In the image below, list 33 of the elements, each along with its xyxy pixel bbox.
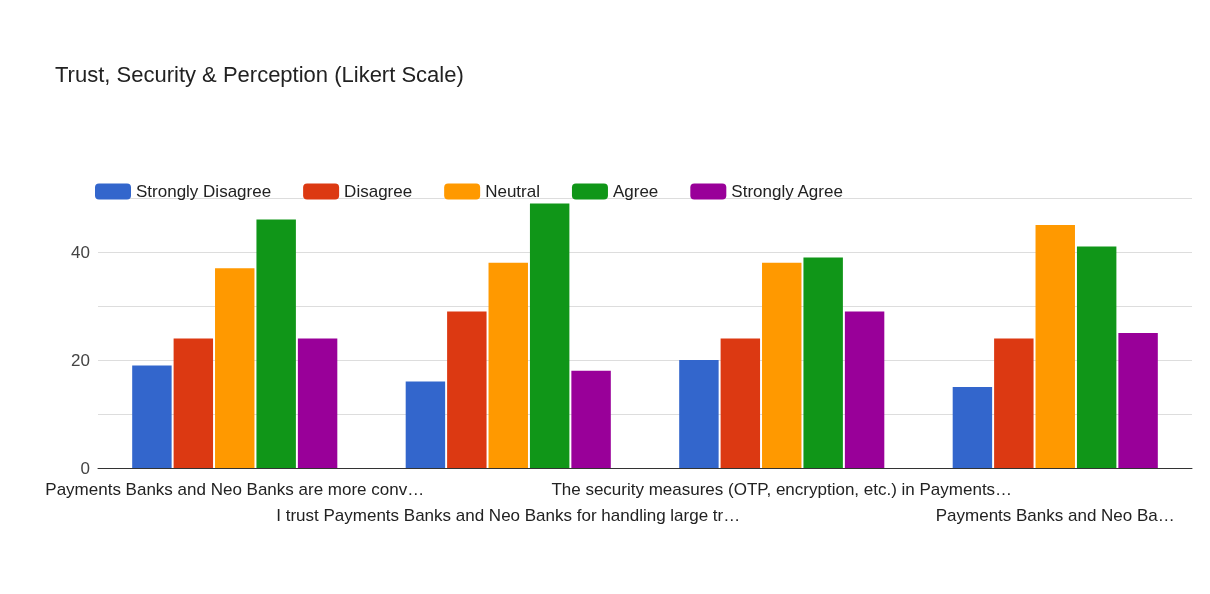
bar	[844, 311, 885, 468]
bar	[1118, 333, 1158, 468]
bar	[679, 360, 719, 468]
bar	[803, 257, 843, 468]
bar	[447, 311, 487, 468]
x-tick-label: Payments Banks and Neo Banks are more conv…	[45, 479, 425, 499]
legend-label: Disagree	[344, 182, 413, 201]
x-tick-label: I trust Payments Banks and Neo Banks for handling large tr…	[276, 505, 741, 525]
bar	[256, 219, 296, 468]
bar	[571, 370, 611, 468]
bar	[132, 365, 172, 468]
y-tick-label: 40	[71, 242, 90, 262]
legend-label: Strongly Disagree	[136, 182, 272, 201]
legend-label: Neutral	[485, 182, 540, 201]
bar	[720, 338, 761, 468]
bar	[173, 338, 214, 468]
chart-title: Trust, Security & Perception (Likert Scale)	[55, 61, 464, 87]
legend-label: Strongly Agree	[731, 182, 843, 201]
x-tick-label: The security measures (OTP, encryption, etc.) in Payments…	[551, 479, 1013, 499]
x-tick-label: Payments Banks and Neo Ba…	[935, 505, 1175, 525]
bar	[994, 338, 1034, 468]
bar	[1035, 225, 1075, 468]
bar	[529, 203, 570, 468]
bar	[952, 387, 993, 468]
legend-label: Agree	[612, 182, 659, 201]
bar	[762, 262, 802, 468]
bar	[215, 268, 255, 468]
bar	[405, 381, 446, 468]
bar	[1076, 246, 1117, 468]
bar	[297, 338, 338, 468]
bar	[488, 262, 528, 468]
y-tick-label: 0	[80, 458, 90, 478]
y-tick-label: 20	[71, 350, 90, 370]
